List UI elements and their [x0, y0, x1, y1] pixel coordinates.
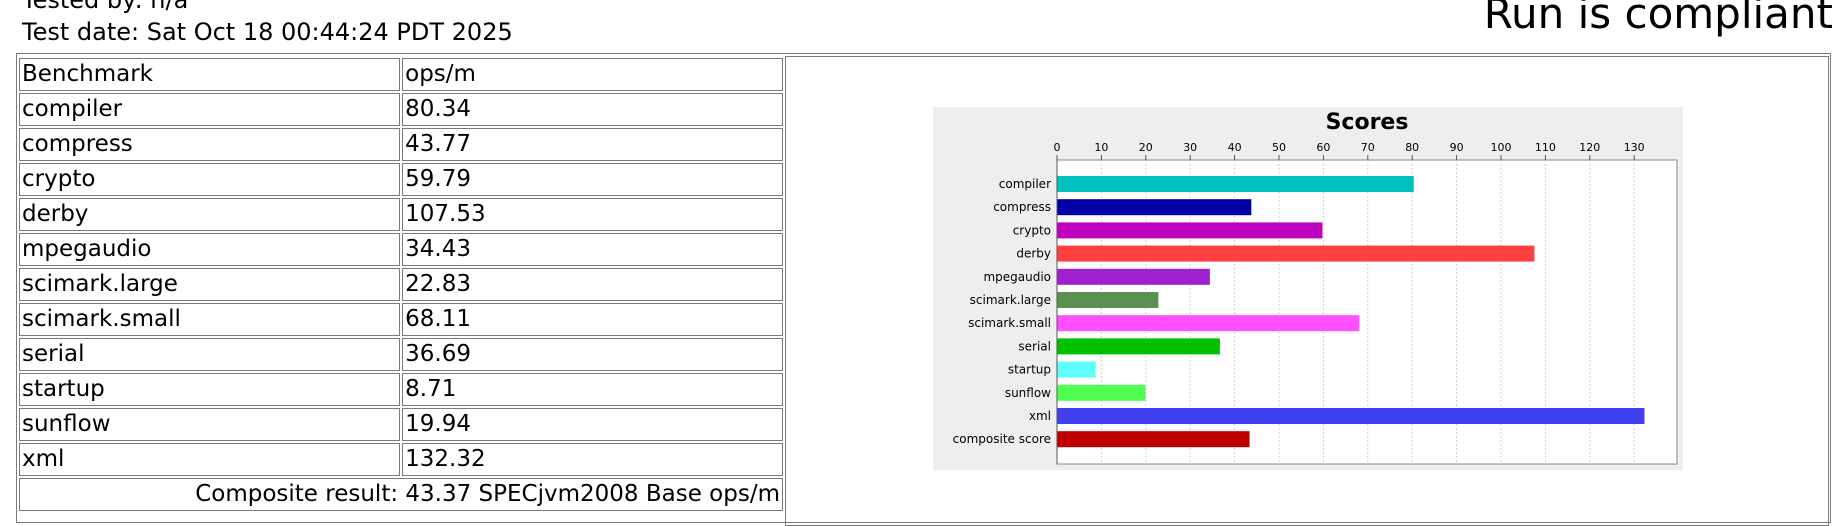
table-row: compiler 80.34	[19, 93, 783, 126]
bar-mpegaudio	[1057, 268, 1210, 285]
x-tick-label: 70	[1361, 141, 1375, 154]
benchmark-score: 36.69	[402, 338, 783, 371]
bar-label: scimark.large	[970, 293, 1051, 307]
bar-label: composite score	[953, 432, 1051, 446]
bar-label: compress	[993, 200, 1051, 214]
table-header-row: Benchmark ops/m	[19, 58, 783, 91]
x-tick-label: 50	[1272, 141, 1286, 154]
bar-label: startup	[1008, 363, 1051, 377]
bar-label: compiler	[999, 177, 1051, 191]
x-tick-label: 120	[1579, 141, 1600, 154]
benchmark-name: compiler	[19, 93, 401, 126]
benchmark-score: 22.83	[402, 268, 783, 301]
x-tick-label: 90	[1450, 141, 1464, 154]
benchmark-score: 68.11	[402, 303, 783, 336]
x-tick-label: 0	[1054, 141, 1061, 154]
x-tick-label: 10	[1094, 141, 1108, 154]
bar-startup	[1057, 361, 1096, 378]
benchmark-name: compress	[19, 128, 401, 161]
bar-compress	[1057, 199, 1252, 216]
benchmark-name: xml	[19, 443, 401, 476]
benchmark-name: serial	[19, 338, 401, 371]
scores-chart-svg: Scores 0 10 20 30 40 50 60 70 80 90 100 110 120 130 com…	[953, 110, 1678, 465]
bar-scimark-large	[1057, 292, 1159, 308]
composite-row: Composite result: 43.37 SPECjvm2008 Base…	[19, 478, 783, 511]
table-row: derby 107.53	[19, 198, 783, 231]
test-date-text: Test date: Sat Oct 18 00:44:24 PDT 2025	[22, 18, 513, 46]
results-table: Benchmark ops/m compiler 80.34 compress 43.…	[17, 56, 785, 513]
table-row: serial 36.69	[19, 338, 783, 371]
bar-label: serial	[1018, 339, 1051, 353]
bar-scimark-small	[1057, 315, 1360, 332]
table-row: crypto 59.79	[19, 163, 783, 196]
benchmark-name: mpegaudio	[19, 233, 401, 266]
benchmark-score: 132.32	[402, 443, 783, 476]
bar-crypto	[1057, 222, 1323, 239]
benchmark-score: 59.79	[402, 163, 783, 196]
bar-sunflow	[1057, 384, 1146, 401]
tested-by-text: Tested by: n/a	[22, 0, 189, 14]
x-tick-label: 60	[1316, 141, 1330, 154]
bar-label: scimark.small	[968, 316, 1051, 330]
x-tick-label: 80	[1405, 141, 1419, 154]
table-row: startup 8.71	[19, 373, 783, 406]
bar-label: xml	[1029, 409, 1051, 423]
table-row: compress 43.77	[19, 128, 783, 161]
benchmark-name: derby	[19, 198, 401, 231]
benchmark-score: 80.34	[402, 93, 783, 126]
benchmark-score: 8.71	[402, 373, 783, 406]
bar-composite-score	[1057, 431, 1250, 448]
table-row: scimark.small 68.11	[19, 303, 783, 336]
x-tick-label: 40	[1228, 141, 1242, 154]
bar-compiler	[1057, 176, 1414, 192]
scores-chart: Scores 0 10 20 30 40 50 60 70 80 90 100 110 120 130 com…	[933, 107, 1683, 470]
table-row: sunflow 19.94	[19, 408, 783, 441]
bar-xml	[1057, 408, 1645, 424]
table-row: mpegaudio 34.43	[19, 233, 783, 266]
x-tick-label: 130	[1624, 141, 1645, 154]
bar-derby	[1057, 245, 1535, 262]
bar-label: mpegaudio	[983, 270, 1051, 284]
bar-label: crypto	[1013, 223, 1051, 237]
x-tick-label: 30	[1183, 141, 1197, 154]
benchmark-name: scimark.large	[19, 268, 401, 301]
x-tick-label: 20	[1139, 141, 1153, 154]
bar-label: sunflow	[1005, 386, 1051, 400]
composite-result: Composite result: 43.37 SPECjvm2008 Base…	[19, 478, 783, 511]
benchmark-name: sunflow	[19, 408, 401, 441]
benchmark-score: 19.94	[402, 408, 783, 441]
benchmark-score: 34.43	[402, 233, 783, 266]
x-tick-label: 100	[1491, 141, 1512, 154]
benchmark-name: startup	[19, 373, 401, 406]
benchmark-score: 43.77	[402, 128, 783, 161]
table-row: scimark.large 22.83	[19, 268, 783, 301]
bar-serial	[1057, 338, 1220, 355]
benchmark-name: scimark.small	[19, 303, 401, 336]
header-ops-per-minute: ops/m	[402, 58, 783, 91]
chart-title: Scores	[1326, 110, 1409, 135]
table-row: xml 132.32	[19, 443, 783, 476]
benchmark-name: crypto	[19, 163, 401, 196]
benchmark-score: 107.53	[402, 198, 783, 231]
header-benchmark: Benchmark	[19, 58, 401, 91]
compliance-status: Run is compliant	[1483, 0, 1833, 38]
x-tick-label: 110	[1535, 141, 1556, 154]
bar-label: derby	[1016, 247, 1051, 261]
